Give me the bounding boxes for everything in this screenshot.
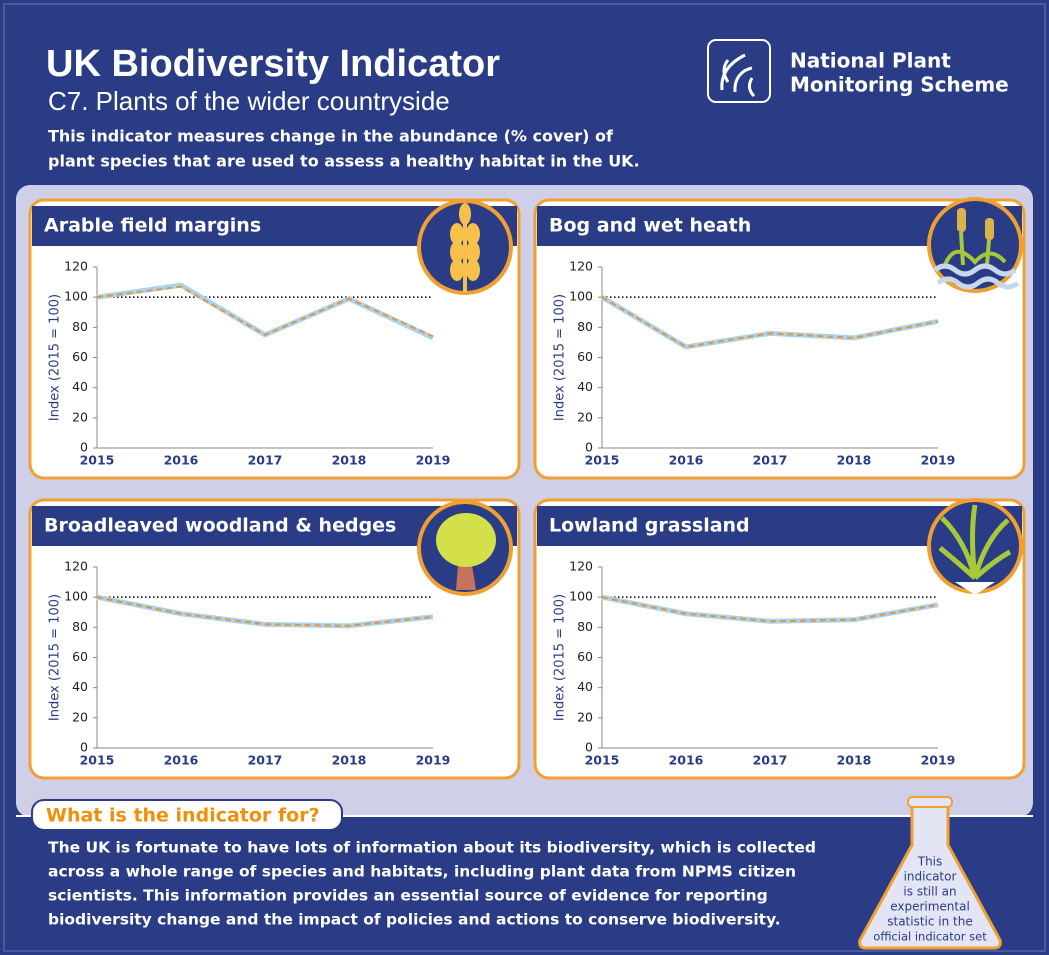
x-tick-label: 2018 <box>837 453 872 468</box>
description: plant species that are used to assess a … <box>48 152 640 171</box>
y-tick-label: 40 <box>72 679 88 694</box>
panel-title: Bog and wet heath <box>549 215 751 237</box>
x-tick-label: 2016 <box>164 753 199 768</box>
footer-text: biodiversity change and the impact of po… <box>48 911 781 929</box>
x-tick-label: 2016 <box>164 453 199 468</box>
panel-title: Broadleaved woodland & hedges <box>44 515 396 537</box>
x-tick-label: 2018 <box>837 753 872 768</box>
flask-neck <box>908 797 952 807</box>
y-tick-label: 80 <box>577 319 593 334</box>
footer-text: The UK is fortunate to have lots of info… <box>48 839 816 857</box>
x-tick-label: 2017 <box>753 453 788 468</box>
y-tick-label: 120 <box>569 259 593 274</box>
flask-text: This <box>917 855 943 869</box>
y-axis-label: Index (2015 = 100) <box>553 594 568 721</box>
y-tick-label: 100 <box>64 589 88 604</box>
y-tick-label: 40 <box>72 379 88 394</box>
panel-title: Arable field margins <box>44 215 261 237</box>
y-tick-label: 20 <box>72 409 88 424</box>
footer-heading: What is the indicator for? <box>46 805 320 827</box>
y-tick-label: 120 <box>569 559 593 574</box>
title: UK Biodiversity Indicator <box>46 43 500 85</box>
y-tick-label: 100 <box>569 289 593 304</box>
y-tick-label: 60 <box>72 649 88 664</box>
x-tick-label: 2015 <box>80 753 115 768</box>
x-tick-label: 2015 <box>585 753 620 768</box>
y-tick-label: 20 <box>577 709 593 724</box>
x-tick-label: 2015 <box>585 453 620 468</box>
y-tick-label: 60 <box>577 649 593 664</box>
flask-text: official indicator set <box>873 930 987 944</box>
x-tick-label: 2017 <box>248 453 283 468</box>
x-tick-label: 2015 <box>80 453 115 468</box>
y-tick-label: 40 <box>577 679 593 694</box>
y-tick-label: 80 <box>577 619 593 634</box>
y-axis-label: Index (2015 = 100) <box>48 294 63 421</box>
x-tick-label: 2019 <box>416 753 451 768</box>
icon-wheat <box>419 201 511 293</box>
flask-text: is still an <box>903 885 956 899</box>
page: UK Biodiversity Indicator C7. Plants of … <box>0 0 1049 955</box>
subtitle: C7. Plants of the wider countryside <box>48 86 450 116</box>
y-tick-label: 100 <box>64 289 88 304</box>
flask-text: experimental <box>890 900 970 914</box>
x-tick-label: 2018 <box>332 453 367 468</box>
logo-text: Monitoring Scheme <box>790 73 1009 97</box>
y-tick-label: 120 <box>64 259 88 274</box>
x-tick-label: 2017 <box>753 753 788 768</box>
y-tick-label: 20 <box>577 409 593 424</box>
x-tick-label: 2016 <box>669 753 704 768</box>
flask-text: indicator <box>904 870 957 884</box>
footer-text: across a whole range of species and habi… <box>48 863 796 881</box>
x-tick-label: 2019 <box>921 453 956 468</box>
y-tick-label: 20 <box>72 709 88 724</box>
x-tick-label: 2016 <box>669 453 704 468</box>
x-tick-label: 2017 <box>248 753 283 768</box>
y-tick-label: 60 <box>577 349 593 364</box>
description: This indicator measures change in the ab… <box>48 127 614 146</box>
y-tick-label: 40 <box>577 379 593 394</box>
icon-grass <box>929 500 1021 595</box>
icon-tree <box>419 502 511 594</box>
panel-title: Lowland grassland <box>549 515 750 537</box>
icon-reeds <box>929 199 1021 291</box>
y-tick-label: 80 <box>72 619 88 634</box>
x-tick-label: 2019 <box>921 753 956 768</box>
x-tick-label: 2018 <box>332 753 367 768</box>
logo-text: National Plant <box>790 49 951 73</box>
y-tick-label: 100 <box>569 589 593 604</box>
y-tick-label: 60 <box>72 349 88 364</box>
y-tick-label: 120 <box>64 559 88 574</box>
flask-text: statistic in the <box>887 915 973 929</box>
y-tick-label: 80 <box>72 319 88 334</box>
footer-text: scientists. This information provides an… <box>48 887 768 905</box>
y-axis-label: Index (2015 = 100) <box>48 594 63 721</box>
y-axis-label: Index (2015 = 100) <box>553 294 568 421</box>
x-tick-label: 2019 <box>416 453 451 468</box>
